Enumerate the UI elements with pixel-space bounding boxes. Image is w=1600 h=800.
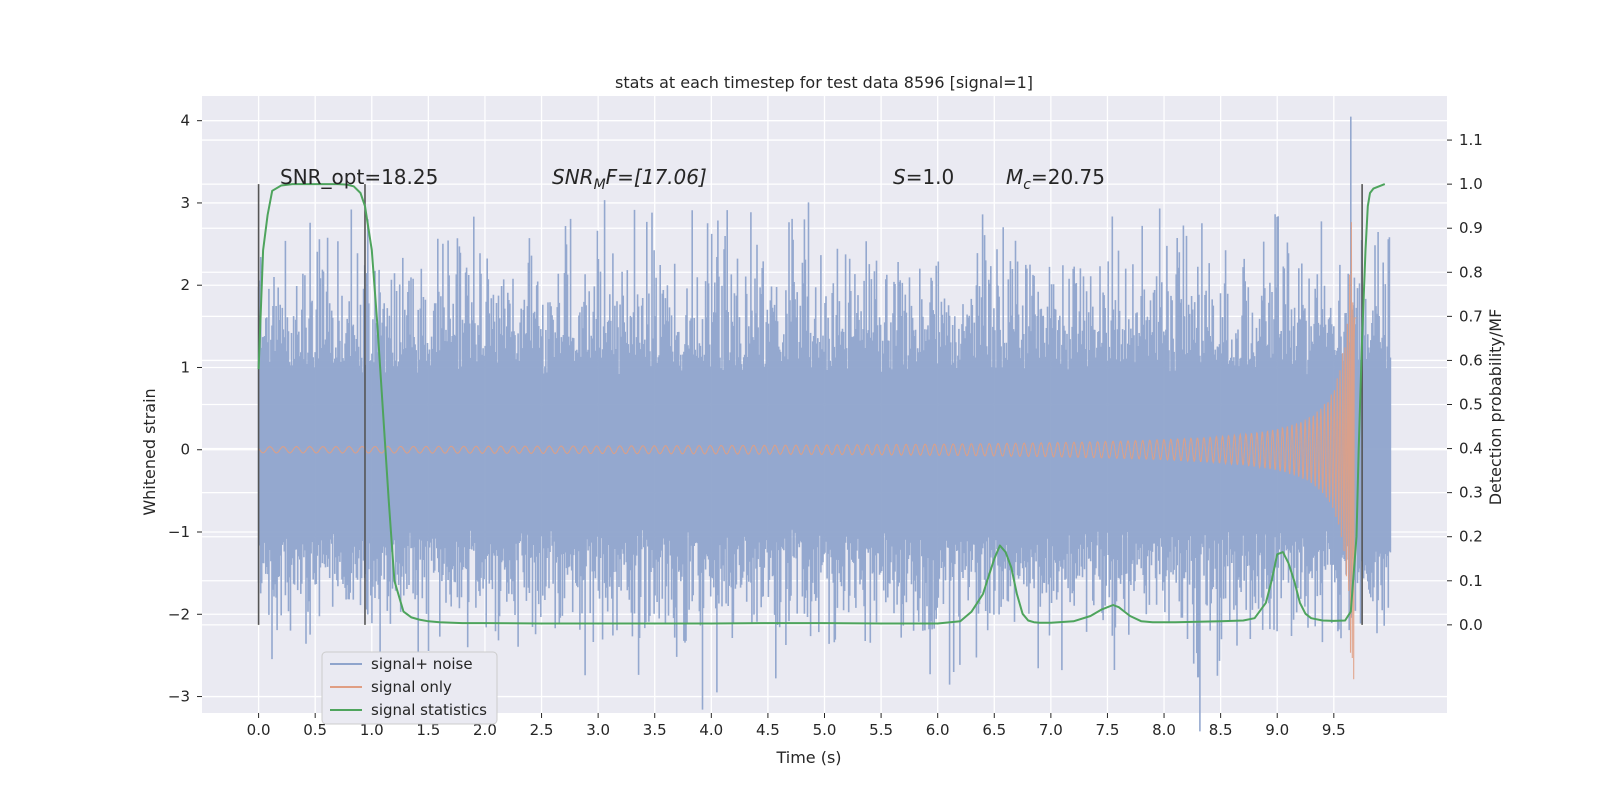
y2-tick-label: 0.3: [1459, 484, 1483, 502]
y-tick-label: 2: [180, 276, 190, 294]
annotation-s: S=1.0: [893, 165, 954, 189]
legend-label-signal-noise: signal+ noise: [371, 655, 473, 673]
y2-tick-label: 1.1: [1459, 131, 1483, 149]
y2-tick-label: 0.2: [1459, 528, 1483, 546]
snr-mf-sub: M: [594, 177, 606, 193]
snr-mf-rest-var: F=[17.06]: [606, 165, 707, 189]
x-tick-label: 1.0: [360, 721, 384, 739]
y2-tick-label: 0.8: [1459, 263, 1483, 281]
y2-tick-label: 0.1: [1459, 572, 1483, 590]
s-rest: =1.0: [906, 165, 955, 189]
x-tick-label: 1.5: [416, 721, 440, 739]
x-tick-label: 0.0: [247, 721, 271, 739]
y-tick-label: 3: [180, 194, 190, 212]
x-tick-label: 7.5: [1096, 721, 1120, 739]
x-tick-label: 0.5: [303, 721, 327, 739]
y-tick-labels: −3 −2 −1 0 1 2 3 4: [168, 112, 202, 706]
y-tick-label: −3: [168, 688, 190, 706]
y2-tick-label: 0.0: [1459, 616, 1483, 634]
x-tick-label: 9.0: [1265, 721, 1289, 739]
y2-axis-label: Detection probability/MF: [1486, 309, 1505, 506]
signal-trace: [258, 222, 1357, 680]
x-tick-label: 9.5: [1322, 721, 1346, 739]
y-axis-label: Whitened strain: [140, 388, 159, 515]
legend-label-signal-only: signal only: [371, 678, 452, 696]
s-var: S: [893, 165, 906, 189]
annotation-mc: Mc=20.75: [1006, 165, 1105, 193]
y2-tick-label: 0.5: [1459, 396, 1483, 414]
y-tick-label: 1: [180, 358, 190, 376]
y2-tick-labels: 0.0 0.1 0.2 0.3 0.4 0.5 0.6 0.7 0.8 0.9 1.0 1.1: [1447, 131, 1483, 634]
y-tick-label: 0: [180, 441, 190, 459]
y2-tick-label: 0.6: [1459, 351, 1483, 369]
y2-tick-label: 1.0: [1459, 175, 1483, 193]
x-tick-labels: 0.0 0.5 1.0 1.5 2.0 2.5 3.0 3.5 4.0 4.5 5.0 5.5 6.0 6…: [247, 713, 1346, 739]
x-tick-label: 4.0: [699, 721, 723, 739]
x-tick-label: 3.5: [643, 721, 667, 739]
x-tick-label: 6.5: [982, 721, 1006, 739]
annotation-snr-mf: SNRMF=[17.06]: [552, 165, 707, 193]
mc-var: M: [1006, 165, 1023, 189]
x-tick-label: 2.0: [473, 721, 497, 739]
chart-title: stats at each timestep for test data 859…: [615, 73, 1033, 92]
x-tick-label: 6.0: [926, 721, 950, 739]
legend: signal+ noise signal only signal statist…: [321, 651, 498, 725]
legend-label-signal-statistics: signal statistics: [371, 701, 487, 719]
series-signal-only: [258, 222, 1357, 680]
snr-mf-base: SNR: [552, 165, 594, 189]
y-tick-label: −2: [168, 605, 190, 623]
x-tick-label: 7.0: [1039, 721, 1063, 739]
x-tick-label: 8.5: [1209, 721, 1233, 739]
y2-tick-label: 0.7: [1459, 307, 1483, 325]
annotation-snr-opt: SNR_opt=18.25: [280, 165, 438, 189]
x-tick-label: 5.0: [813, 721, 837, 739]
statistics-trace: [257, 183, 1386, 625]
legend-box: [321, 651, 498, 725]
x-axis-label: Time (s): [775, 748, 841, 767]
x-tick-label: 4.5: [756, 721, 780, 739]
mc-rest: =20.75: [1031, 165, 1105, 189]
x-tick-label: 5.5: [869, 721, 893, 739]
vertical-markers: [257, 184, 1363, 625]
series-signal-statistics: [257, 183, 1386, 625]
y-tick-label: −1: [168, 523, 190, 541]
y2-tick-label: 0.9: [1459, 219, 1483, 237]
mc-sub: c: [1023, 177, 1031, 193]
x-tick-label: 2.5: [530, 721, 554, 739]
x-tick-label: 3.0: [586, 721, 610, 739]
y-tick-label: 4: [180, 112, 190, 130]
x-tick-label: 8.0: [1152, 721, 1176, 739]
y2-tick-label: 0.4: [1459, 440, 1483, 458]
